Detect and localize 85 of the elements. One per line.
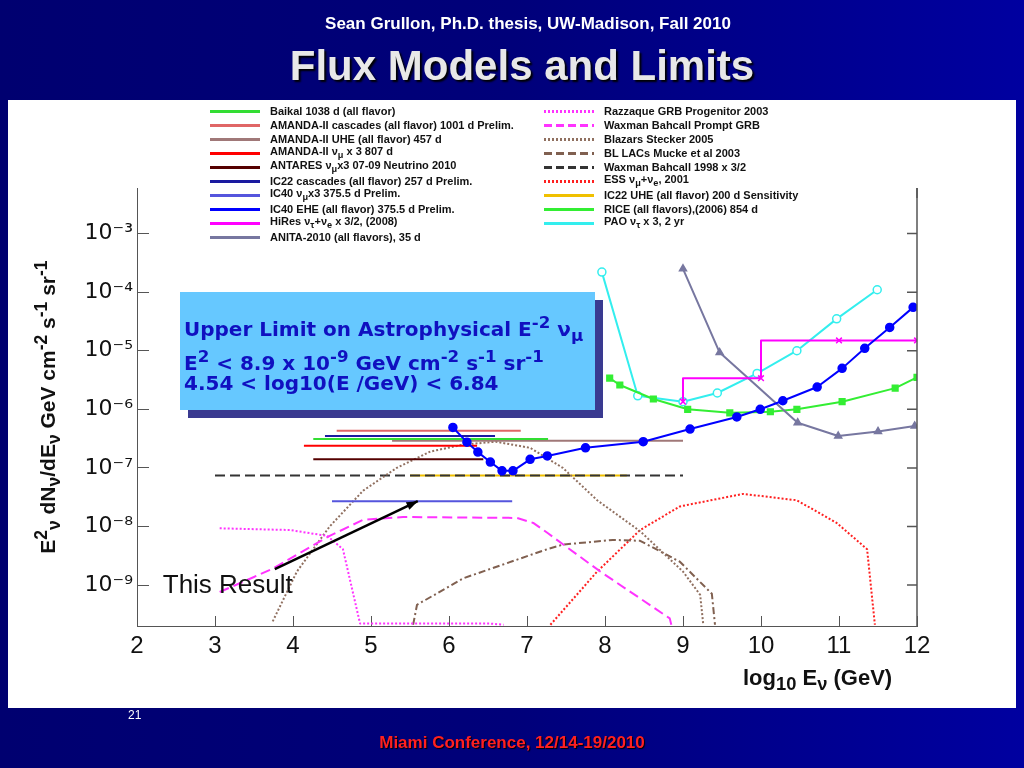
y-tick-label: 10⁻⁷ [84, 453, 133, 479]
line-series [549, 492, 876, 626]
point [462, 437, 472, 447]
legend-label: IC40 EHE (all flavor) 375.5 d Prelim. [270, 203, 455, 215]
point [792, 345, 802, 356]
legend-label: Baikal 1038 d (all flavor) [270, 105, 396, 117]
point [448, 422, 458, 433]
line-series [412, 538, 716, 626]
y-tick-label: 10⁻⁶ [84, 395, 134, 421]
legend-label: ESS ν$_{μ}$+ν$_{e}$, 2001 [603, 173, 689, 189]
legend-label: Waxman Bahcall Prompt GRB [603, 119, 761, 131]
point [497, 466, 507, 476]
legend-label: AMANDA-II UHE (all flavor) 457 d [270, 133, 442, 145]
point [793, 417, 802, 426]
point [859, 343, 870, 354]
point [834, 431, 843, 439]
point [485, 457, 496, 467]
text: Miami Conference, 12/14-19/2010 [378, 733, 646, 753]
point [755, 404, 765, 415]
chart-title: Flux Models and Limits [288, 42, 756, 90]
point [685, 424, 695, 434]
legend-label: PAO ν$_{τ}$ x 3, 2 yr [603, 215, 685, 231]
point [812, 382, 822, 392]
legend-label: AMANDA-II cascades (all flavor) 1001 d Prelim. [270, 119, 514, 131]
point [838, 398, 846, 406]
legend-label: AMANDA-II ν$_{μ}$ x 3 807 d [270, 145, 393, 161]
chart-subtitle: Sean Grullon, Ph.D. thesis, UW-Madison, Fall 2010 [324, 14, 732, 34]
x-tick-label: 12 [903, 631, 931, 659]
y-tick-label: 10⁻⁸ [84, 512, 134, 538]
point [910, 421, 917, 429]
point [778, 396, 788, 406]
x-axis-title: log$_{10}$ E$_{ν}$ (GeV) [743, 665, 893, 696]
text: 21 [128, 708, 142, 722]
x-tick-label: 3 [208, 631, 222, 659]
legend-label: Blazars Stecker 2005 [603, 133, 714, 145]
x-tick-label: 9 [676, 631, 690, 659]
legend-label: ANTARES ν$_{μ}$x3 07-09 Neutrino 2010 [270, 159, 457, 175]
y-tick-label: 10⁻⁵ [84, 336, 133, 362]
point [873, 426, 883, 435]
point [732, 412, 742, 422]
point [884, 322, 895, 333]
point [678, 264, 688, 272]
x-tick-label: 10 [747, 631, 775, 659]
y-tick-label: 10⁻⁴ [84, 277, 134, 303]
annotation: Upper Limit on Astrophysical E$^{-2}$ ν$_{μ}$ [184, 312, 585, 346]
point [872, 284, 882, 295]
point [766, 408, 774, 416]
point [580, 443, 591, 453]
point [542, 451, 553, 461]
x-tick-label: 2 [130, 631, 144, 659]
x-tick-label: 5 [364, 631, 378, 659]
point [715, 347, 724, 356]
line-series [218, 516, 673, 626]
point [793, 405, 801, 413]
y-tick-label: 10⁻³ [84, 219, 133, 245]
point [908, 302, 917, 313]
x-tick-label: 11 [826, 631, 852, 659]
point [835, 336, 843, 344]
point [508, 466, 518, 476]
legend-label: ANITA-2010 (all flavors), 35 d [270, 231, 421, 243]
legend-label: HiRes ν$_{τ}$+ν$_{e}$ x 3/2, (2008) [270, 215, 398, 231]
legend-label: IC22 cascades (all flavor) 257 d Prelim. [270, 175, 473, 187]
point [525, 454, 535, 465]
legend-label: Razzaque GRB Progenitor 2003 [603, 105, 769, 117]
point [726, 409, 734, 417]
point [597, 267, 607, 277]
x-tick-label: 8 [598, 631, 612, 659]
point [473, 447, 483, 457]
legend-label: RICE (all flavors),(2006) 854 d [603, 203, 758, 215]
point [638, 436, 648, 447]
legend-label: Waxman Bahcall 1998 x 3/2 [603, 161, 746, 173]
point [616, 381, 624, 389]
point [649, 395, 657, 403]
point [831, 314, 842, 324]
legend-label: BL LACs Mucke et al 2003 [603, 147, 741, 159]
x-tick-label: 6 [442, 631, 456, 659]
point [684, 405, 692, 413]
legend-label: IC22 UHE (all flavor) 200 d Sensitivity [603, 189, 799, 201]
point [837, 363, 847, 374]
point [891, 384, 899, 392]
x-tick-label: 7 [520, 631, 534, 659]
x-tick-label: 4 [286, 631, 300, 659]
point [712, 388, 723, 398]
y-tick-label: 10⁻⁹ [84, 570, 133, 596]
legend-label: IC40 ν$_{μ}$x3 375.5 d Prelim. [270, 187, 401, 203]
